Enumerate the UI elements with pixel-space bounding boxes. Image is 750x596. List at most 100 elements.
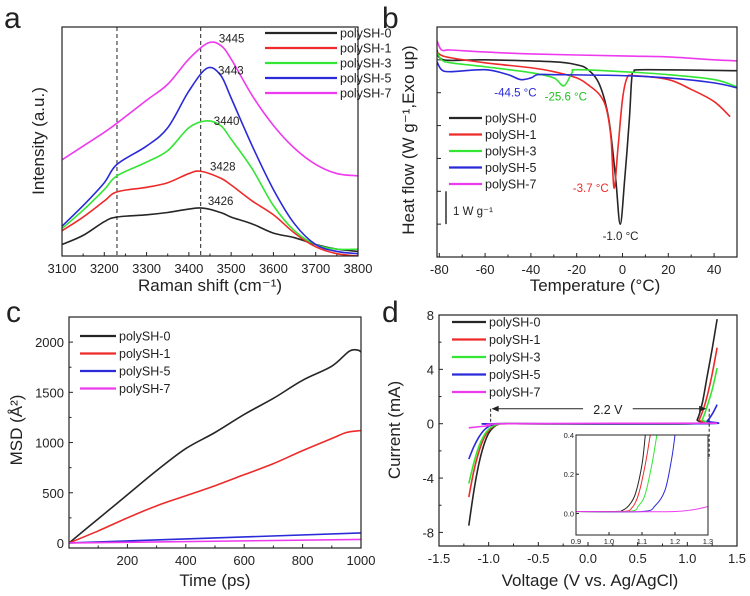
x-tick-label: -20	[567, 262, 586, 277]
series-line-polySH-5	[62, 66, 358, 255]
x-tick-label: 1000	[347, 553, 376, 568]
inset-y-tick-label: 0.0	[564, 509, 574, 518]
y-tick-label: 0	[427, 417, 434, 432]
peak-annotation: 3440	[214, 116, 240, 128]
legend-label: polySH-0	[340, 27, 391, 41]
x-tick-label: 3600	[259, 261, 288, 276]
x-tick-label: -1.0	[477, 551, 499, 566]
legend-label: polySH-0	[489, 316, 540, 330]
x-tick-label: 600	[233, 553, 255, 568]
series-group	[69, 348, 361, 544]
scale-bar-label: 1 W g⁻¹	[453, 206, 493, 218]
series-group	[437, 40, 737, 225]
legend-label: polySH-7	[340, 87, 391, 101]
inset-x-tick-label: 1.0	[604, 537, 614, 546]
legend-label: polySH-5	[340, 72, 391, 86]
x-tick-label: -0.5	[527, 551, 549, 566]
inset-x-tick-label: 1.2	[670, 537, 680, 546]
plot-frame	[436, 26, 738, 258]
peak-annotation: -1.0 °C	[603, 231, 639, 243]
y-tick-label: 500	[42, 486, 64, 501]
legend-label: polySH-7	[485, 178, 536, 192]
inset-plot: 0.9 1.0 1.1 1.2 1.3 0.0 0.2 0.4	[564, 431, 714, 546]
peak-annotation: 3428	[210, 162, 236, 174]
x-tick-label: 3800	[344, 261, 373, 276]
series-line-polySH-3	[437, 51, 737, 88]
x-tick-label: 0.5	[629, 551, 647, 566]
x-tick-label: 3300	[132, 261, 161, 276]
panel-c: c 200 400 600 800 1000 0 500 1000 1500 2000 Time (p…	[6, 296, 375, 590]
arrow-head-right-icon	[699, 405, 707, 412]
panel-d: d -1.5 -1.0 -0.5 0.0 0.5 1.0 1.5 -8 -4 0 4 8 Voltage …	[382, 296, 746, 590]
legend-label: polySH-1	[119, 347, 170, 361]
peak-annotation: -44.5 °C	[494, 88, 536, 100]
inset-x-tick-label: 0.9	[571, 537, 581, 546]
x-tick-label: 40	[707, 262, 721, 277]
legend-label: polySH-3	[489, 351, 540, 365]
y-axis-title: Current (mA)	[385, 381, 404, 479]
inset-y-tick-label: 0.4	[564, 431, 574, 440]
inset-y-tick-label: 0.2	[564, 470, 574, 479]
peak-annotation: 3426	[208, 196, 234, 208]
x-tick-label: 3400	[174, 261, 203, 276]
window-label: 2.2 V	[593, 403, 623, 417]
x-tick-label: 3500	[217, 261, 246, 276]
legend-label: polySH-0	[485, 112, 536, 126]
series-line-polySH-7	[69, 538, 361, 544]
x-tick-label: 0.0	[579, 551, 597, 566]
legend-label: polySH-5	[119, 365, 170, 379]
series-line-polySH-1	[69, 429, 361, 544]
y-tick-label: 1000	[35, 436, 64, 451]
x-tick-label: -60	[476, 262, 495, 277]
peak-annotation: 3443	[218, 66, 244, 78]
plot-frame	[68, 316, 362, 549]
x-tick-label: -1.5	[428, 551, 450, 566]
series-line-polySH-5	[69, 532, 361, 544]
inset-x-tick-label: 1.3	[703, 537, 713, 546]
series-line-polySH-3	[62, 120, 358, 251]
x-axis-title: Temperature (°C)	[530, 276, 661, 295]
y-axis-title: Heat flow (W g⁻¹,Exo up)	[399, 45, 418, 234]
inset-background	[576, 435, 708, 535]
x-tick-label: 3100	[48, 261, 77, 276]
inset-x-tick-label: 1.1	[637, 537, 647, 546]
x-tick-label: 200	[117, 553, 139, 568]
series-line-polySH-7	[437, 40, 737, 62]
series-line-polySH-7	[62, 41, 358, 177]
panel-b: b -80 -60 -40 -20 0 20 40 Temperature (°C) Heat f…	[382, 2, 738, 295]
y-tick-label: 8	[427, 308, 434, 323]
x-tick-label: 3200	[90, 261, 119, 276]
series-line-polySH-7	[468, 422, 718, 429]
y-tick-label: 4	[427, 362, 434, 377]
legend-label: polySH-1	[489, 333, 540, 347]
legend-label: polySH-5	[489, 368, 540, 382]
peak-annotation: -3.7 °C	[573, 183, 609, 195]
peak-annotation: -25.6 °C	[545, 92, 587, 104]
series-group	[62, 41, 358, 256]
y-axis-title: Intensity (a.u.)	[29, 87, 48, 195]
legend-label: polySH-3	[340, 57, 391, 71]
x-tick-label: -80	[430, 262, 449, 277]
x-tick-label: 0	[619, 262, 626, 277]
y-tick-label: 1500	[35, 385, 64, 400]
legend-label: polySH-1	[485, 128, 536, 142]
series-line-polySH-1	[437, 51, 731, 189]
x-axis-title: Voltage (V vs. Ag/AgCl)	[502, 571, 679, 590]
y-tick-label: 2000	[35, 335, 64, 350]
x-axis-title: Time (ps)	[179, 571, 250, 590]
x-tick-label: 1.5	[728, 551, 746, 566]
series-line-polySH-1	[62, 170, 358, 256]
legend-label: polySH-3	[485, 145, 536, 159]
legend-label: polySH-7	[489, 386, 540, 400]
y-tick-label: 0	[57, 536, 64, 551]
y-tick-label: -4	[422, 471, 434, 486]
y-tick-label: -8	[422, 525, 434, 540]
y-axis-title: MSD (Å²)	[7, 395, 26, 466]
panel-letter: b	[382, 2, 399, 35]
peak-annotation: 3445	[219, 33, 245, 45]
series-group	[468, 318, 720, 526]
panel-letter: a	[4, 2, 21, 35]
x-tick-label: -40	[521, 262, 540, 277]
plot-frame	[438, 314, 738, 547]
